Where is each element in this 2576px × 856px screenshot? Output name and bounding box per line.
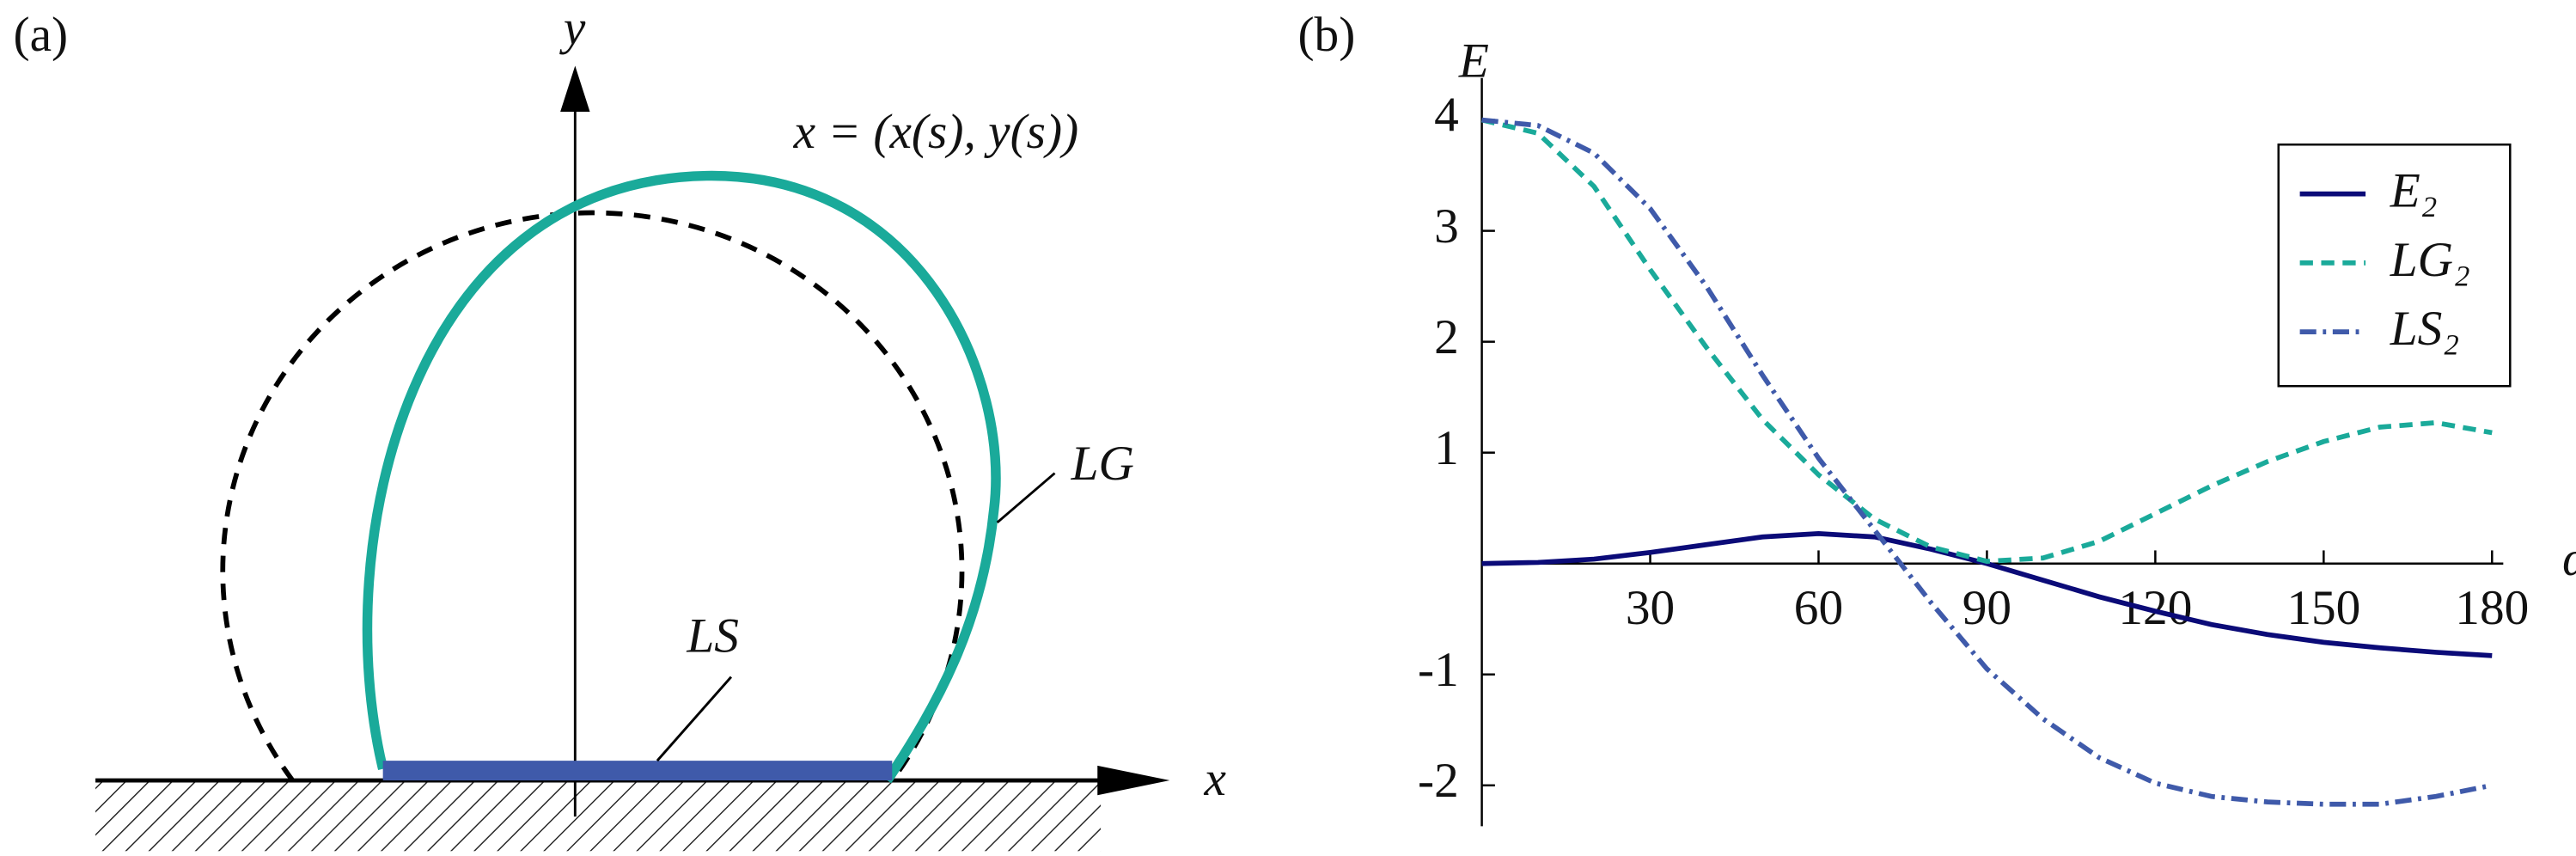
y-axis-label: E bbox=[1458, 34, 1489, 89]
y-tick-label: 3 bbox=[1434, 199, 1459, 254]
x-tick-label: 60 bbox=[1794, 581, 1843, 635]
panel-b: (b) E α 30 60 90 120 150 180 -2 -1 1 2 3 4 E₂ LG₂ LS₂ bbox=[1297, 8, 2576, 827]
series-line bbox=[1480, 117, 2493, 565]
x-arrow bbox=[1097, 765, 1170, 796]
y-tick-label: -2 bbox=[1418, 754, 1459, 808]
panel-a: (a) x y LG LS x = (x(s), y(s)) bbox=[14, 1, 1227, 852]
x-tick-label: 150 bbox=[2286, 581, 2360, 635]
x-axis-label: x bbox=[1204, 752, 1227, 806]
leader-line bbox=[996, 472, 1056, 524]
y-arrow bbox=[560, 65, 590, 112]
curve-label: LG bbox=[1071, 437, 1134, 491]
base-label: LS bbox=[686, 609, 739, 663]
legend-label: LS₂ bbox=[2390, 302, 2460, 356]
y-tick-label: 2 bbox=[1434, 310, 1459, 364]
equation: x = (x(s), y(s)) bbox=[793, 105, 1079, 159]
x-tick-label: 30 bbox=[1626, 581, 1675, 635]
reference-circle bbox=[220, 210, 965, 782]
drop-shape bbox=[362, 170, 1001, 784]
leader-line bbox=[656, 676, 733, 762]
y-axis-label: y bbox=[559, 1, 586, 55]
x-tick-label: 90 bbox=[1963, 581, 2011, 635]
x-axis-label: α bbox=[2562, 532, 2576, 586]
panel-label: (a) bbox=[14, 8, 69, 62]
base-segment bbox=[382, 761, 893, 781]
legend-box bbox=[2277, 143, 2512, 388]
x-tick-label: 180 bbox=[2455, 581, 2529, 635]
legend-label: E₂ bbox=[2390, 164, 2438, 218]
panel-label: (b) bbox=[1297, 8, 1355, 62]
x-tick-label: 120 bbox=[2118, 581, 2192, 635]
y-tick-label: 4 bbox=[1434, 89, 1459, 143]
ground-hatch bbox=[95, 781, 1102, 852]
legend-label: LG₂ bbox=[2390, 233, 2470, 287]
y-tick-label: 1 bbox=[1434, 421, 1459, 475]
series-line bbox=[1481, 117, 2493, 807]
y-tick-label: -1 bbox=[1418, 643, 1459, 697]
